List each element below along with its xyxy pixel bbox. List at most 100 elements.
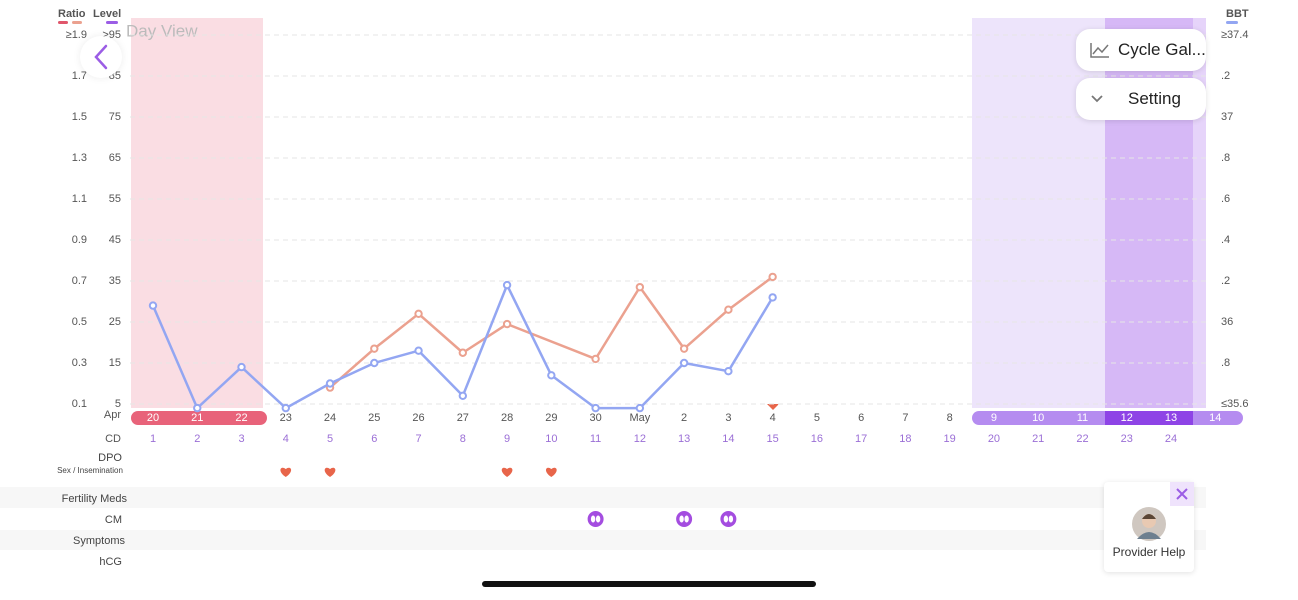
legend-swatch xyxy=(58,21,68,24)
cd-label: 16 xyxy=(811,433,823,445)
cm-icon xyxy=(676,511,693,527)
series-point xyxy=(502,280,512,290)
tick-label: 35 xyxy=(109,275,121,287)
date-label: 2 xyxy=(681,412,687,424)
tick-label: ≥1.9 xyxy=(66,29,87,41)
period-band xyxy=(131,18,263,408)
tick-label: 0.1 xyxy=(72,398,87,410)
chart-icon xyxy=(1090,43,1109,58)
date-label: 28 xyxy=(501,412,513,424)
date-label: 27 xyxy=(457,412,469,424)
date-label: 6 xyxy=(858,412,864,424)
date-label: 14 xyxy=(1209,412,1221,424)
series-point xyxy=(414,309,423,318)
tick-label: 55 xyxy=(109,193,121,205)
series-point xyxy=(370,358,379,368)
cd-label: 4 xyxy=(283,433,289,445)
cd-label: 19 xyxy=(944,433,956,445)
tick-label: 0.5 xyxy=(72,316,87,328)
date-label: 20 xyxy=(147,412,159,424)
cm-drop xyxy=(595,515,601,523)
legend-swatch xyxy=(1226,21,1238,24)
date-label: 22 xyxy=(235,412,247,424)
series-point xyxy=(193,403,202,413)
period-pill xyxy=(131,411,267,425)
cd-label: 6 xyxy=(371,433,377,445)
tick-label: .8 xyxy=(1221,152,1230,164)
series-point xyxy=(679,344,689,353)
legend-label: Ratio xyxy=(58,8,86,20)
tick-label: 25 xyxy=(109,316,121,328)
cd-label: 18 xyxy=(899,433,911,445)
cd-label: 21 xyxy=(1032,433,1044,445)
cd-label: 5 xyxy=(327,433,333,445)
tick-label: .6 xyxy=(1221,193,1230,205)
legend-label: Level xyxy=(93,8,121,20)
help-label: Provider Help xyxy=(1112,545,1186,559)
heart xyxy=(324,467,336,477)
heart xyxy=(501,467,513,477)
cd-label: 7 xyxy=(415,433,421,445)
row-label: DPO xyxy=(98,452,122,464)
avatar xyxy=(1132,507,1166,541)
date-label: 30 xyxy=(589,412,601,424)
home-indicator xyxy=(482,581,816,587)
tick-label: 0.9 xyxy=(72,234,87,246)
row-stripe xyxy=(0,530,1206,550)
row-label: CD xyxy=(105,433,121,445)
series-point xyxy=(458,391,468,400)
button-label: Cycle Gal... xyxy=(1118,40,1206,59)
heart xyxy=(545,467,557,477)
cd-label: 9 xyxy=(504,433,510,445)
date-label: 23 xyxy=(280,412,292,424)
heart xyxy=(280,467,292,477)
cm-circle xyxy=(676,511,693,527)
cd-label: 14 xyxy=(722,433,734,445)
month-label: Apr xyxy=(104,409,121,421)
series-point xyxy=(458,348,468,357)
row-stripe xyxy=(0,487,1206,508)
tick-label: 0.7 xyxy=(72,275,87,287)
series-point xyxy=(768,272,777,282)
cd-label: 12 xyxy=(634,433,646,445)
setting-button[interactable]: Setting xyxy=(1076,78,1206,120)
row-label: Fertility Meds xyxy=(61,493,127,505)
date-label: 4 xyxy=(770,412,776,424)
series-point xyxy=(547,371,556,380)
row-label: CM xyxy=(104,514,122,526)
date-label: 7 xyxy=(902,412,908,424)
date-label: 5 xyxy=(814,412,820,424)
cd-label: 23 xyxy=(1121,433,1133,445)
cycle-button[interactable]: Cycle Gal... xyxy=(1076,29,1206,71)
close-button[interactable] xyxy=(1170,482,1194,506)
tick-label: .2 xyxy=(1221,275,1230,287)
series-point xyxy=(724,367,733,376)
cd-label: 11 xyxy=(590,433,601,445)
view-label: Day View xyxy=(126,21,198,40)
date-label: 24 xyxy=(324,412,336,424)
help-card[interactable]: Provider Help xyxy=(1104,482,1194,572)
date-label: 10 xyxy=(1032,412,1044,424)
date-label: 12 xyxy=(1121,412,1133,424)
tick-label: 1.1 xyxy=(72,193,87,205)
series-point xyxy=(724,305,733,314)
cm-drop xyxy=(723,515,729,523)
series-line xyxy=(329,275,774,389)
back-button[interactable] xyxy=(80,36,122,78)
cd-label: 13 xyxy=(678,433,690,445)
date-label: May xyxy=(629,412,650,424)
tick-label: 1.7 xyxy=(72,70,87,82)
date-label: 9 xyxy=(991,412,997,424)
series-point xyxy=(148,301,158,310)
cd-label: 3 xyxy=(238,433,244,445)
series-point xyxy=(591,354,600,364)
tick-label: .8 xyxy=(1221,357,1230,369)
date-label: 3 xyxy=(725,412,731,424)
cm-drop xyxy=(684,515,689,523)
cm-icon xyxy=(587,511,604,527)
peak-pill xyxy=(1105,411,1193,425)
series-point xyxy=(237,362,246,372)
cd-label: 10 xyxy=(545,433,557,445)
series-point xyxy=(635,403,645,413)
